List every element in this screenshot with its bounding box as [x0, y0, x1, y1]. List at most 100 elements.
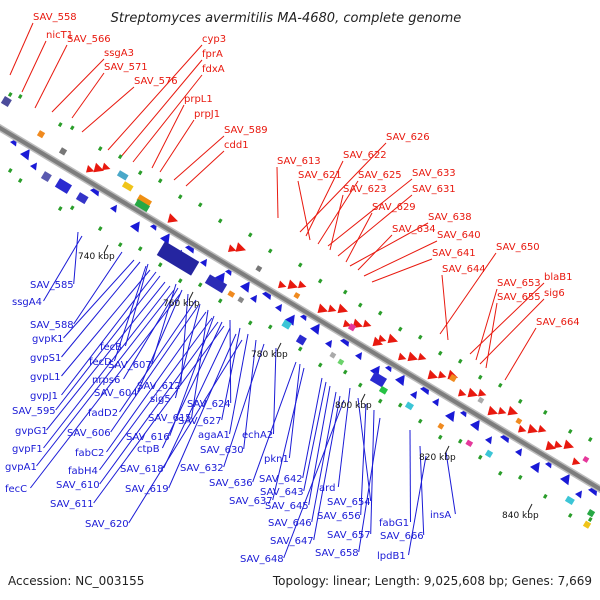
forward-leader-line [371, 258, 433, 283]
forward-leader-line [173, 135, 225, 181]
reverse-gene-label: SAV_606 [67, 428, 111, 439]
forward-gene-label: SAV_638 [428, 212, 472, 223]
reverse-gene-label: echA2 [242, 430, 273, 441]
forward-leader-line [475, 288, 498, 361]
reverse-gene-label: SAV_610 [56, 480, 100, 491]
marker-dot [297, 346, 303, 352]
forward-gene-arrow [572, 457, 581, 465]
forward-gene-arrow [363, 319, 372, 328]
reverse-gene-label: SAV_656 [317, 511, 361, 522]
reverse-gene-label: ssgA4 [12, 297, 42, 308]
gene-block [204, 274, 228, 294]
reverse-leader-line [43, 235, 83, 302]
forward-gene-arrow [228, 244, 237, 252]
forward-gene-arrow [278, 280, 287, 289]
reverse-leader-line [243, 339, 257, 450]
gene-block [369, 371, 388, 388]
gene-block [58, 147, 68, 156]
marker-dot [137, 246, 143, 252]
forward-leader-line [363, 240, 438, 277]
reverse-gene-label: nrps6 [92, 375, 120, 386]
tick-mark [103, 244, 109, 254]
forward-gene-label: blaB1 [544, 272, 572, 283]
reverse-gene-label: fecB [100, 342, 122, 353]
reverse-leader-line [288, 363, 301, 459]
gene-block [227, 290, 236, 298]
forward-gene-label: fprA [202, 49, 223, 60]
reverse-gene-label: SAV_666 [380, 531, 424, 542]
forward-leader-lines [9, 22, 545, 381]
reverse-leader-line [408, 455, 427, 556]
reverse-gene-arrow [130, 221, 140, 233]
marker-dot [397, 326, 403, 332]
reverse-gene-arrow [250, 294, 257, 303]
gene-block [136, 194, 153, 208]
reverse-leader-line [302, 377, 323, 479]
forward-gene-arrow [538, 424, 547, 433]
reverse-leader-line [311, 391, 337, 523]
reverse-gene-arrow [355, 352, 362, 361]
forward-gene-label: SAV_653 [497, 278, 541, 289]
reverse-leader-line [357, 397, 372, 502]
marker-dot [517, 398, 523, 404]
forward-leader-line [317, 180, 359, 245]
forward-leader-line [151, 104, 185, 169]
forward-leader-line [159, 119, 195, 173]
reverse-leader-line [252, 361, 297, 483]
reverse-gene-label: SAV_612 [137, 381, 181, 392]
forward-leader-line [479, 298, 545, 365]
forward-gene-label: prpJ1 [194, 109, 220, 120]
reverse-gene-arrow [470, 419, 480, 432]
marker-dot [587, 436, 593, 442]
reverse-gene-arrow [432, 398, 439, 407]
reverse-leader-line [303, 381, 327, 492]
marker-dot [247, 320, 253, 326]
reverse-leader-line [229, 333, 249, 435]
reverse-gene-label: fabG1 [379, 518, 409, 529]
gene-block [337, 358, 345, 366]
reverse-gene-label: gvpJ1 [30, 391, 58, 402]
forward-gene-label: SAV_625 [358, 170, 402, 181]
forward-gene-arrow [387, 333, 398, 344]
forward-gene-label: SAV_644 [442, 264, 486, 275]
map-title: Streptomyces avermitilis MA-4680, comple… [111, 11, 462, 26]
reverse-leader-line [223, 343, 265, 468]
reverse-gene-label: pkn1 [264, 454, 289, 465]
tick-label: 740 kbp [78, 252, 115, 262]
marker-dot [497, 382, 503, 388]
reverse-leader-line [61, 261, 141, 358]
reverse-leader-line [273, 347, 277, 435]
reverse-gene-arrow [325, 340, 332, 349]
reverse-leader-line [93, 325, 225, 504]
reverse-gene-label: SAV_637 [229, 496, 273, 507]
marker-dot [457, 438, 463, 444]
forward-gene-arrow [407, 351, 418, 362]
reverse-leader-line [61, 271, 157, 396]
forward-gene-arrow [93, 162, 104, 173]
marker-dot [437, 350, 443, 356]
forward-gene-label: SAV_650 [496, 242, 540, 253]
tick-label: 780 kbp [251, 350, 288, 360]
reverse-gene-arrow [20, 149, 30, 161]
forward-gene-label: SAV_634 [392, 224, 436, 235]
tick-mark [276, 342, 282, 352]
forward-leader-line [441, 274, 449, 341]
reverse-leader-line [30, 293, 181, 489]
forward-leader-line [34, 44, 68, 109]
reverse-leader-line [221, 327, 241, 421]
reverse-gene-arrow [285, 314, 295, 326]
reverse-leader-line [283, 399, 345, 559]
gene-block [582, 455, 590, 463]
marker-dot [477, 454, 483, 460]
forward-gene-label: SAV_558 [33, 12, 77, 23]
marker-dot [317, 278, 323, 284]
reverse-gene-label: fadD2 [88, 408, 118, 419]
scale-ticks: 740 kbp 760 kbp 780 kbp 800 kbp 820 kbp 840 k… [78, 244, 539, 521]
marker-dot [567, 428, 573, 434]
tick-label: 800 kbp [335, 401, 372, 411]
reverse-gene-label: SAV_619 [125, 484, 169, 495]
gene-block [329, 351, 337, 359]
marker-dot [497, 470, 503, 476]
reverse-gene-label: lpdB1 [377, 551, 406, 562]
